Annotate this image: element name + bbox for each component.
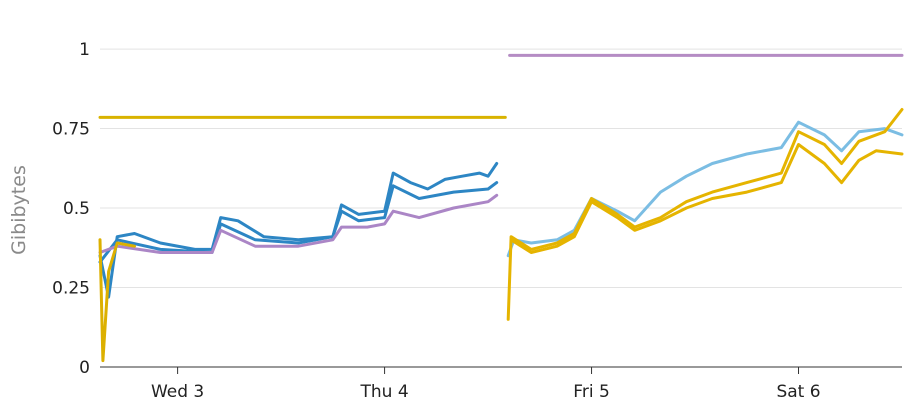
y-tick-label: 1 [79, 40, 90, 60]
series-line-4 [98, 181, 499, 264]
series-line-7 [506, 120, 904, 258]
x-tick-label: Sat 6 [776, 382, 820, 402]
series-lines [98, 53, 904, 363]
axes: 0 0.25 0.5 0.75 1 Wed 3 Thu 4 Fri 5 Sat 6 [52, 40, 902, 402]
y-tick-label: 0 [79, 358, 90, 378]
y-tick-label: 0.75 [52, 120, 90, 140]
x-tick-label: Fri 5 [573, 382, 609, 402]
series-line-5 [98, 193, 499, 254]
series-line-3 [98, 162, 499, 299]
series-line-6 [98, 238, 136, 363]
y-axis-title: Gibibytes [8, 165, 30, 255]
x-tick-label: Thu 4 [360, 382, 409, 402]
y-tick-label: 0.25 [52, 279, 90, 299]
x-tick-label: Wed 3 [151, 382, 204, 402]
series-line-9 [509, 143, 904, 254]
gridlines [100, 48, 902, 289]
series-line-8 [506, 108, 904, 321]
y-tick-label: 0.5 [63, 199, 90, 219]
